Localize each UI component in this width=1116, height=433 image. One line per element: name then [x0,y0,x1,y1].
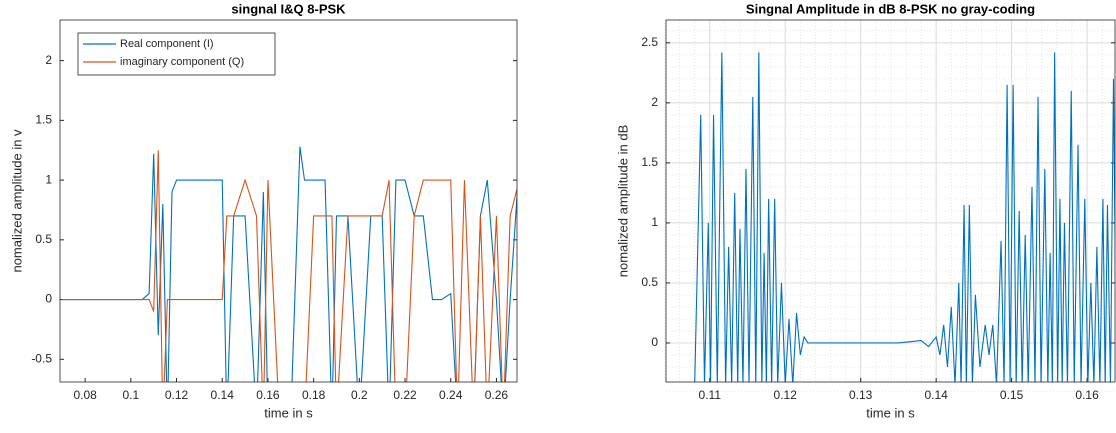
x-tick-label: 0.18 [302,388,326,402]
x-tick-label: 0.15 [1000,388,1024,402]
axes-box [665,19,1116,383]
y-tick-label: 1.5 [641,155,658,169]
y-axis-label: nomalized amplitude in v [9,129,24,273]
series-line [62,150,517,382]
x-tick-label: 0.24 [439,388,463,402]
y-tick-label: 1.5 [35,113,52,127]
y-tick-label: 0.5 [35,232,52,246]
axes: 0.11 0.12 0.13 0.14 0.15 0.16 0 0.5 1 1.5 2 2.5 Sing… [615,1,1116,420]
x-axis-label: time in s [264,405,313,420]
y-tick-label: 0 [45,292,52,306]
chart-title: singnal I&Q 8-PSK [231,1,346,16]
x-tick-label: 0.1 [122,388,139,402]
y-axis-label: nomalized amplitude in dB [615,125,630,277]
y-tick-label: 1 [651,215,658,229]
legend-label: imaginary component (Q) [120,56,244,68]
x-tick-label: 0.16 [256,388,280,402]
axes-box [59,19,518,383]
x-axis-label: time in s [866,405,915,420]
x-tick-label: 0.14 [211,388,235,402]
legend: Real component (I) imaginary component (Q… [77,32,276,76]
x-tick-label: 0.14 [924,388,948,402]
legend-box [77,32,276,76]
x-tick-label: 0.12 [165,388,189,402]
y-tick-label: 2 [651,95,658,109]
series-line [62,146,517,382]
x-tick-label: 0.13 [849,388,873,402]
axes: 0.08 0.1 0.12 0.14 0.16 0.18 0.2 0.22 0.24 0.26 -0… [9,1,518,420]
y-tick-label: -0.5 [31,351,52,365]
x-tick-label: 0.26 [485,388,509,402]
y-tick-label: 2 [45,53,52,67]
x-tick-label: 0.2 [351,388,368,402]
x-tick-label: 0.11 [699,388,722,402]
y-tick-label: 2.5 [641,35,658,49]
chart-title: Singnal Amplitude in dB 8-PSK no gray-co… [746,1,1035,16]
series-line [694,52,1115,382]
x-tick-label: 0.08 [73,388,97,402]
x-tick-label: 0.12 [774,388,798,402]
y-tick-label: 0.5 [641,275,658,289]
x-tick-label: 0.16 [1075,388,1099,402]
y-tick-label: 1 [45,172,52,186]
plot-area [60,20,517,382]
y-tick-label: 0 [651,335,658,349]
legend-label: Real component (I) [120,38,214,50]
x-tick-label: 0.22 [393,388,417,402]
